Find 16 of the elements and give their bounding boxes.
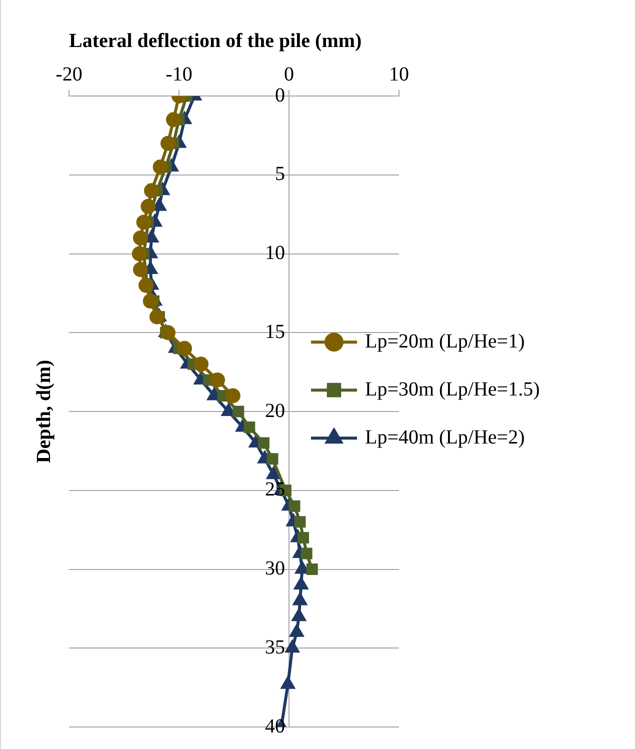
y-tick-label: 20 xyxy=(265,400,285,422)
y-tick-label: 0 xyxy=(275,84,285,106)
y-axis-title: Depth, d(m) xyxy=(33,360,56,464)
chart-title: Lateral deflection of the pile (mm) xyxy=(69,30,362,52)
y-tick-label: 10 xyxy=(265,242,285,264)
legend-label: Lp=40m (Lp/He=2) xyxy=(365,426,525,448)
y-tick-label: 40 xyxy=(265,715,285,738)
legend-label: Lp=20m (Lp/He=1) xyxy=(365,330,525,352)
x-tick-label: -10 xyxy=(166,63,192,86)
y-tick-label: 35 xyxy=(265,636,285,658)
y-tick-label: 15 xyxy=(265,320,285,343)
y-tick-label: 30 xyxy=(265,558,285,580)
legend-label: Lp=30m (Lp/He=1.5) xyxy=(365,378,540,400)
x-tick-label: -20 xyxy=(56,63,82,86)
y-tick-label: 5 xyxy=(275,163,285,186)
x-tick-label: 10 xyxy=(389,63,409,86)
